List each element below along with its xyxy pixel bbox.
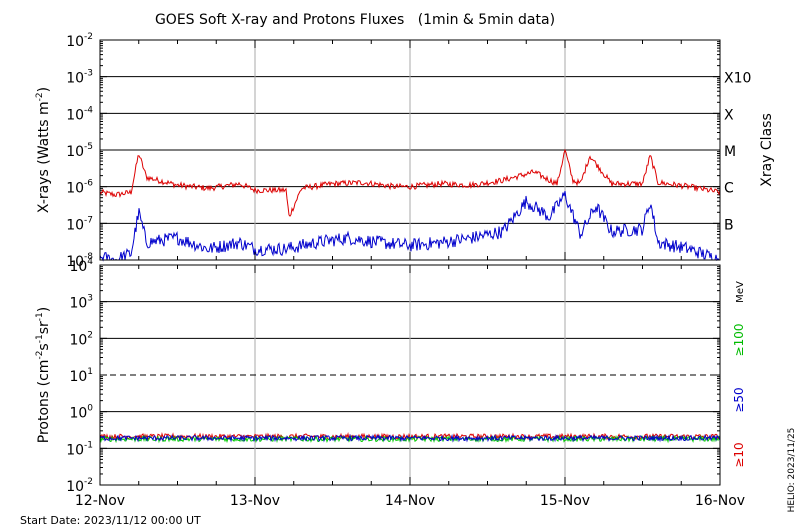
proton-y-tick-label: 100 — [69, 404, 93, 422]
proton-ylabel-close: ) — [36, 307, 52, 312]
proton-ylabel-sup2: -1 — [35, 334, 45, 343]
start-date-label: Start Date: 2023/11/12 00:00 UT — [20, 514, 201, 527]
proton-y-tick-label: 10-1 — [66, 440, 93, 458]
proton-ylabel-sup3: -1 — [35, 312, 45, 321]
proton-ge50-series — [99, 433, 721, 443]
energy-label: ≥100 — [732, 324, 746, 357]
xray-long-series — [99, 148, 721, 217]
xray-y-tick-label: 10-2 — [66, 32, 93, 50]
xray-class-axis-label: Xray Class — [759, 113, 775, 187]
x-axis-ticks: 12-Nov 13-Nov 14-Nov 15-Nov 16-Nov — [75, 40, 745, 509]
proton-y-axis-label: Protons (cm-2s-1sr-1) — [35, 307, 52, 443]
x-tick-label: 12-Nov — [75, 493, 125, 509]
xray-class-label: M — [724, 144, 736, 160]
xray-class-label: B — [724, 217, 734, 233]
x-tick-label: 16-Nov — [695, 493, 745, 509]
proton-ylabel-sr: sr — [36, 321, 52, 334]
xray-class-label: C — [724, 181, 734, 197]
x-tick-label: 15-Nov — [540, 493, 590, 509]
helio-stamp: HELIO: 2023/11/25 — [787, 428, 797, 513]
proton-gridlines — [100, 265, 720, 485]
xray-ylabel-main: X-rays (Watts m — [36, 101, 52, 213]
x-tick-label: 13-Nov — [230, 493, 280, 509]
proton-ylabel-sup1: -2 — [35, 351, 45, 360]
proton-ylabel-main: Protons (cm — [36, 360, 52, 444]
proton-unit-label: MeV — [735, 281, 746, 303]
xray-gridlines — [100, 40, 720, 260]
energy-label: ≥50 — [732, 387, 746, 412]
chart-title: GOES Soft X-ray and Protons Fluxes (1min… — [155, 12, 555, 28]
xray-panel: 10-2 10-3 10-4 10-5 10-6 10-7 10-8 X10 X M C B Xra… — [35, 32, 775, 270]
xray-ylabel-close: ) — [36, 87, 52, 92]
proton-ylabel-s: s — [36, 343, 52, 350]
xray-series — [99, 148, 721, 262]
xray-class-label: X — [724, 107, 734, 123]
xray-y-axis-label: X-rays (Watts m-2) — [35, 87, 52, 213]
proton-y-tick-label: 104 — [69, 257, 93, 275]
xray-class-labels: X10 X M C B — [724, 71, 751, 234]
x-tick-label: 14-Nov — [385, 493, 435, 509]
proton-y-tick-label: 102 — [69, 330, 93, 348]
proton-y-tick-label: 10-2 — [66, 477, 93, 495]
xray-y-tick-label: 10-7 — [66, 215, 93, 233]
proton-series — [99, 432, 721, 444]
xray-ylabel-sup: -2 — [35, 92, 45, 101]
proton-y-tick-label: 101 — [69, 367, 93, 385]
proton-energy-labels: ≥100 ≥50 ≥10 — [732, 324, 746, 468]
energy-label: ≥10 — [732, 442, 746, 467]
xray-y-tick-label: 10-6 — [66, 179, 93, 197]
xray-short-series — [99, 191, 720, 262]
proton-y-tick-label: 103 — [69, 294, 93, 312]
xray-class-label: X10 — [724, 71, 751, 87]
xray-y-tick-label: 10-5 — [66, 142, 93, 160]
xray-y-tick-label: 10-3 — [66, 69, 93, 87]
xray-y-ticks: 10-2 10-3 10-4 10-5 10-6 10-7 10-8 — [66, 32, 720, 270]
xray-y-tick-label: 10-4 — [66, 105, 93, 123]
xray-y-tick-label: 10-8 — [66, 252, 93, 270]
proton-y-ticks: 104 103 102 101 100 10-1 10-2 — [66, 257, 720, 495]
